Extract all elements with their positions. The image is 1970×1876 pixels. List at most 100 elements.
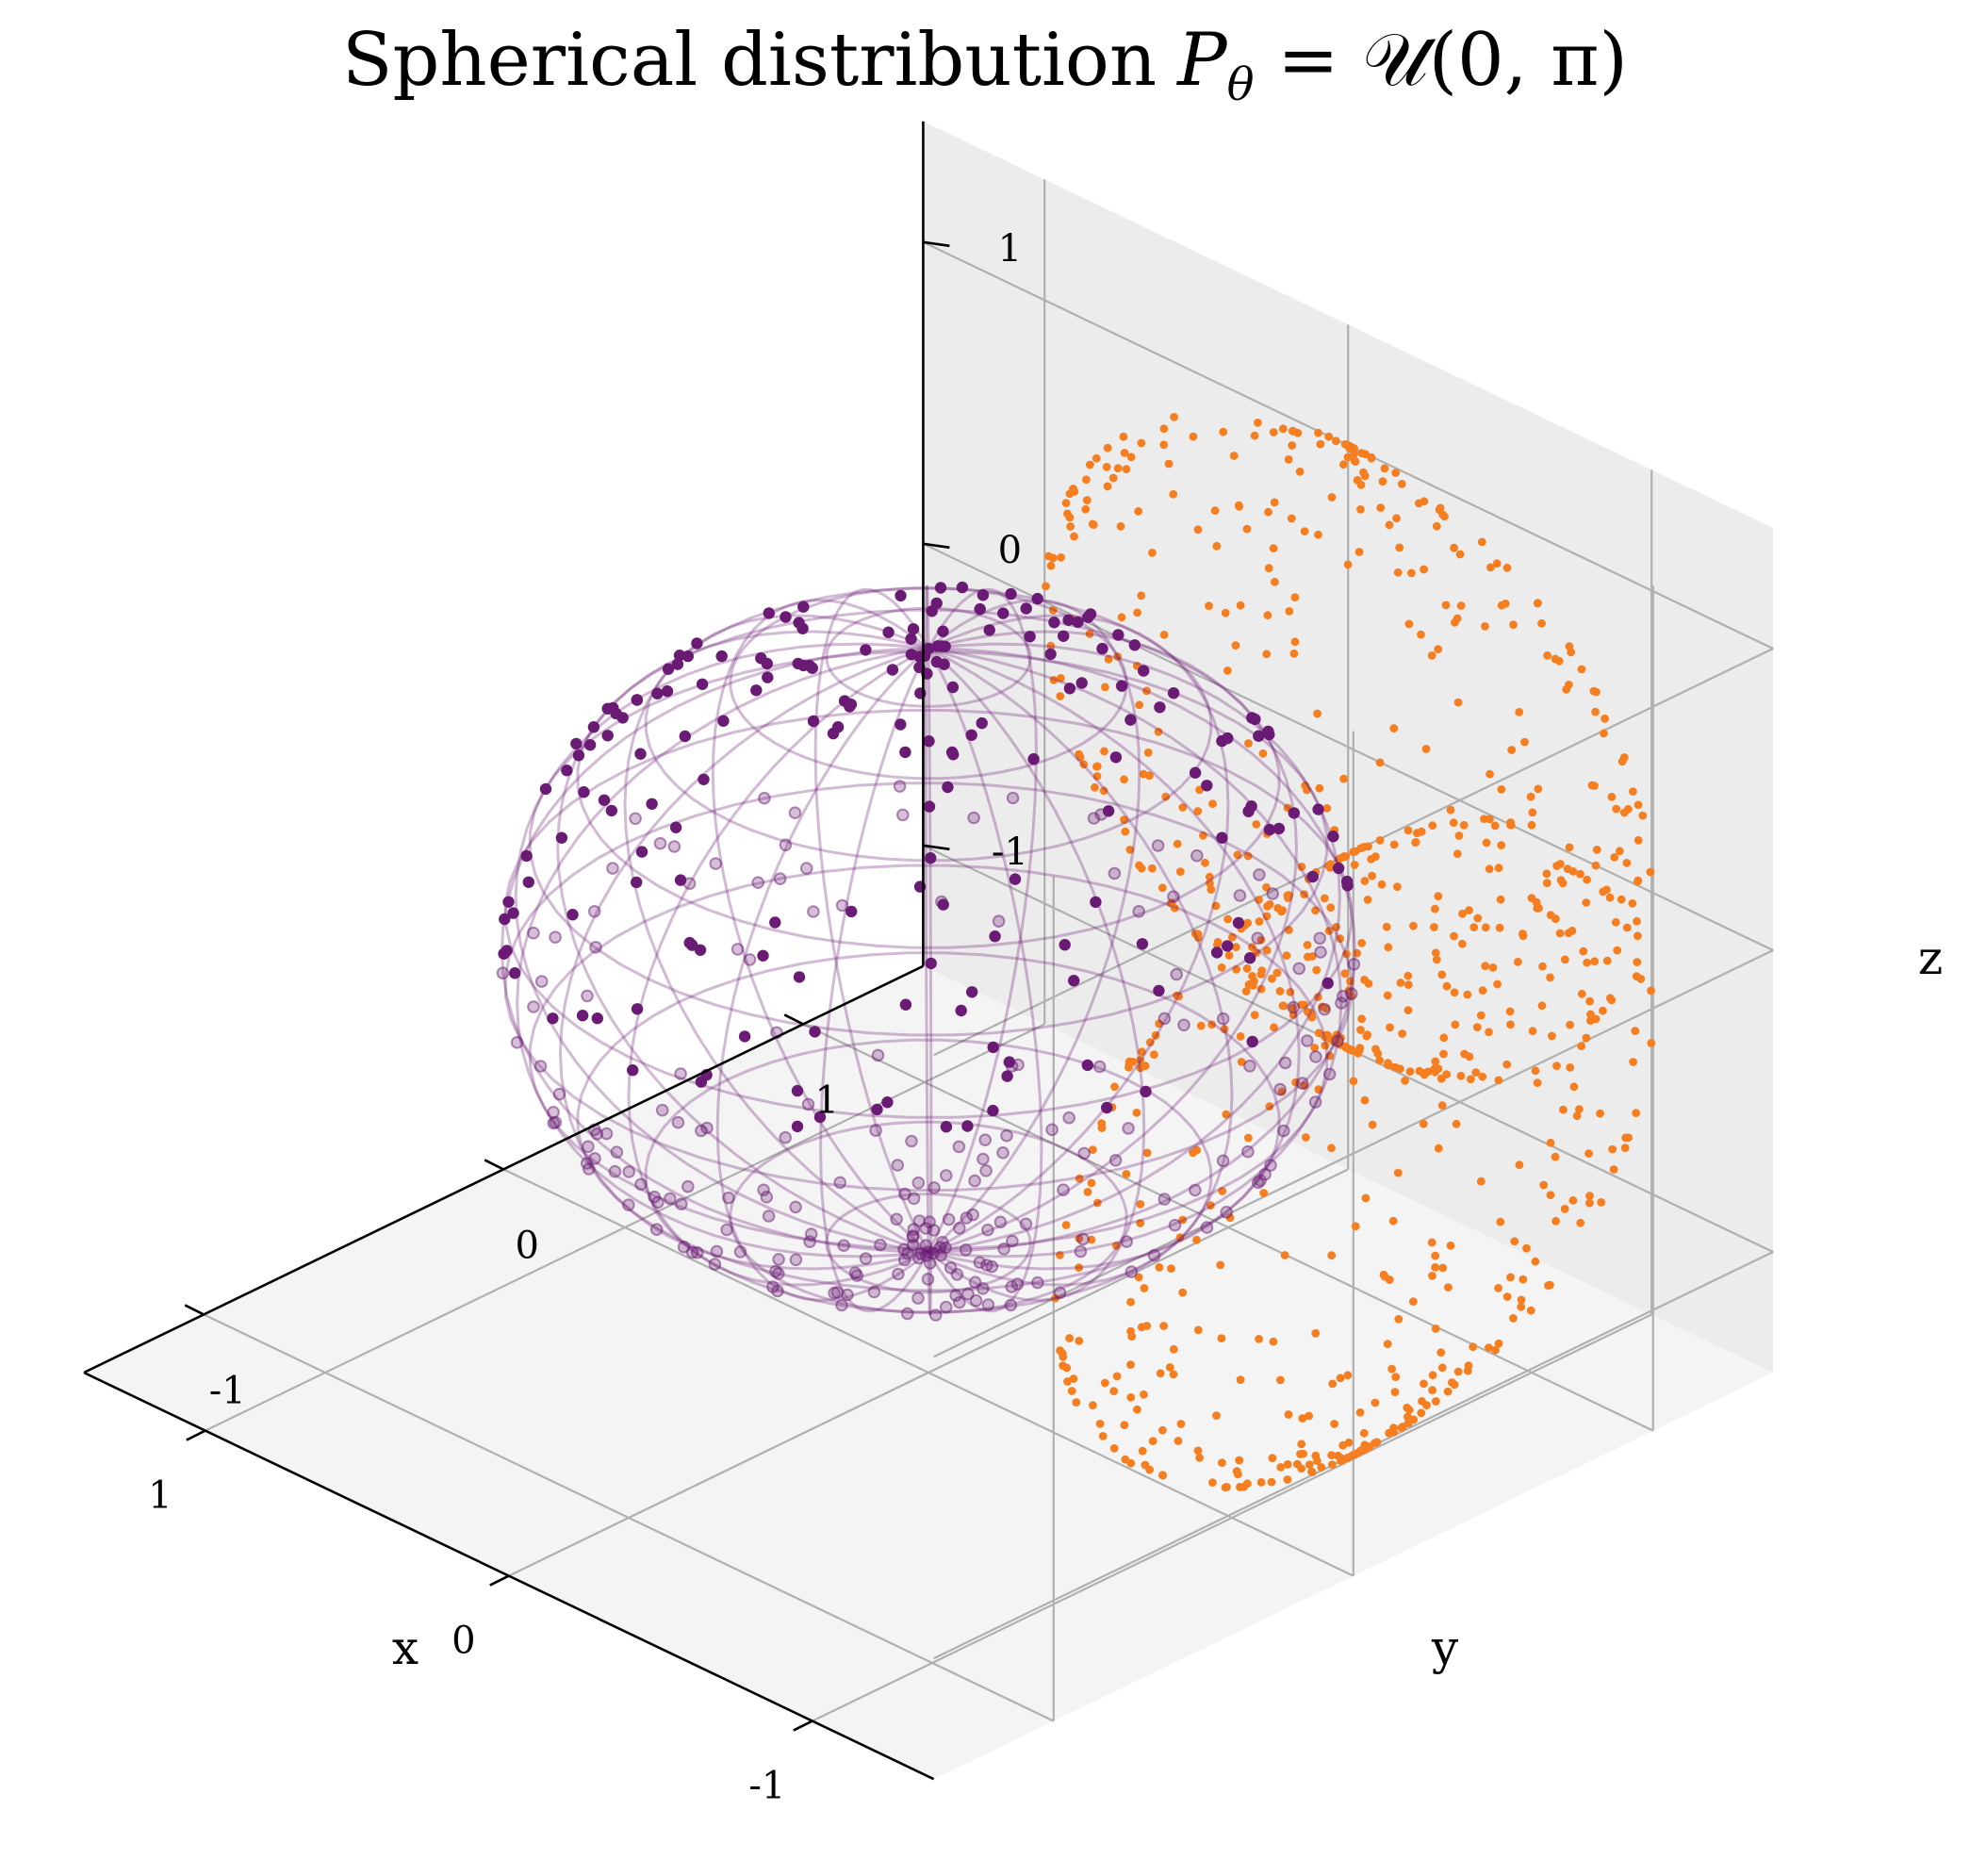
sphere-parallel: [1160, 1070, 1198, 1087]
sphere-meridian: [1293, 824, 1298, 848]
sphere-point-front: [886, 664, 899, 676]
sphere-point-back: [527, 926, 540, 940]
sphere-parallel: [856, 589, 877, 596]
sphere-parallel: [731, 697, 739, 709]
sphere-meridian: [734, 928, 747, 957]
sphere-parallel: [911, 606, 923, 611]
projection-point-x-plane: [1317, 1463, 1326, 1472]
sphere-point-front: [813, 1111, 827, 1124]
sphere-parallel: [892, 1287, 903, 1292]
sphere-parallel: [1037, 755, 1055, 765]
sphere-meridian: [1218, 738, 1226, 761]
sphere-parallel: [1111, 1002, 1149, 1016]
sphere-meridian: [1024, 643, 1057, 649]
sphere-parallel: [1221, 1029, 1241, 1046]
sphere-parallel: [1265, 1077, 1276, 1096]
sphere-point-back: [1322, 1067, 1337, 1081]
sphere-meridian: [813, 707, 837, 729]
sphere-parallel: [706, 1078, 729, 1092]
sphere-meridian: [811, 1172, 836, 1193]
sphere-parallel: [1202, 1212, 1225, 1229]
sphere-parallel: [847, 1207, 857, 1214]
sphere-parallel: [779, 1175, 822, 1185]
sphere-meridian: [786, 694, 816, 713]
sphere-meridian: [712, 655, 742, 667]
projection-point-x-plane: [1446, 1241, 1455, 1250]
sphere-meridian: [975, 673, 1001, 693]
projection-point-y-plane: [1125, 846, 1135, 854]
projection-point-y-plane: [1169, 489, 1178, 499]
sphere-point-front: [1322, 977, 1334, 990]
projection-point-x-plane: [1328, 1379, 1338, 1389]
projection-point-x-plane: [1268, 1454, 1277, 1462]
projection-point-y-plane: [1297, 863, 1306, 871]
projection-point-y-plane: [1389, 724, 1399, 732]
sphere-meridian: [1087, 982, 1101, 1012]
projection-point-y-plane: [1520, 737, 1529, 747]
sphere-meridian: [1066, 1281, 1088, 1287]
sphere-point-front: [681, 650, 694, 663]
projection-point-x-plane: [1568, 1196, 1578, 1205]
sphere-point-front: [1341, 880, 1354, 892]
projection-point-y-plane: [1591, 861, 1601, 870]
projection-point-x-plane: [1121, 1455, 1130, 1464]
sphere-meridian: [656, 667, 671, 685]
sphere-parallel: [839, 766, 860, 774]
projection-point-y-plane: [1336, 934, 1345, 944]
projection-point-y-plane: [1316, 439, 1325, 449]
sphere-meridian: [1306, 992, 1322, 1018]
projection-point-x-plane: [1193, 1325, 1203, 1335]
sphere-meridian: [1170, 654, 1186, 670]
sphere-parallel: [902, 1289, 913, 1293]
projection-point-y-plane: [1371, 852, 1380, 861]
sphere-meridian: [850, 848, 861, 878]
sphere-parallel: [1058, 1289, 1085, 1299]
sphere-meridian: [1091, 669, 1123, 683]
sphere-meridian: [631, 1140, 639, 1162]
projection-point-y-plane: [1069, 485, 1077, 493]
sphere-meridian: [1132, 1026, 1140, 1053]
projection-point-x-plane: [1437, 970, 1447, 979]
sphere-parallel: [1083, 1280, 1108, 1292]
projection-point-y-plane: [1543, 650, 1551, 660]
projection-point-x-plane: [1296, 1450, 1305, 1458]
sphere-meridian: [559, 1029, 564, 1053]
sphere-parallel: [1034, 1136, 1053, 1145]
grid-line-y-floor: [502, 1168, 1354, 1577]
sphere-parallel: [600, 1180, 618, 1200]
projection-point-y-plane: [1288, 441, 1297, 450]
sphere-point-back: [634, 1177, 648, 1192]
sphere-meridian: [1055, 1207, 1087, 1223]
sphere-meridian: [756, 1270, 769, 1283]
sphere-meridian: [1143, 644, 1169, 656]
sphere-parallel: [828, 1225, 834, 1232]
sphere-meridian: [1150, 1193, 1180, 1210]
sphere-meridian: [911, 647, 930, 665]
sphere-parallel: [1224, 768, 1257, 787]
sphere-meridian: [646, 663, 667, 678]
sphere-parallel: [944, 703, 956, 708]
sphere-meridian: [547, 1086, 566, 1110]
sphere-parallel: [1003, 849, 1032, 858]
sphere-meridian: [628, 1118, 634, 1142]
sphere-parallel: [1239, 1160, 1266, 1179]
sphere-meridian: [1034, 1045, 1040, 1074]
sphere-meridian: [952, 601, 963, 612]
sphere-meridian: [928, 647, 959, 659]
sphere-meridian: [660, 1212, 688, 1227]
sphere-meridian: [1107, 928, 1118, 957]
sphere-point-back: [653, 836, 667, 850]
sphere-parallel: [775, 837, 802, 847]
sphere-parallel: [591, 721, 618, 740]
sphere-meridian: [814, 776, 819, 802]
projection-point-x-plane: [1431, 1057, 1440, 1066]
sphere-meridian: [928, 636, 953, 650]
sphere-meridian: [1166, 652, 1190, 666]
sphere-meridian: [1026, 1298, 1042, 1302]
projection-point-y-plane: [1537, 618, 1546, 628]
sphere-meridian: [884, 594, 895, 603]
projection-point-y-plane: [1046, 561, 1056, 570]
projection-point-x-plane: [1526, 1306, 1535, 1315]
sphere-parallel: [822, 651, 864, 660]
sphere-parallel: [1051, 619, 1087, 630]
